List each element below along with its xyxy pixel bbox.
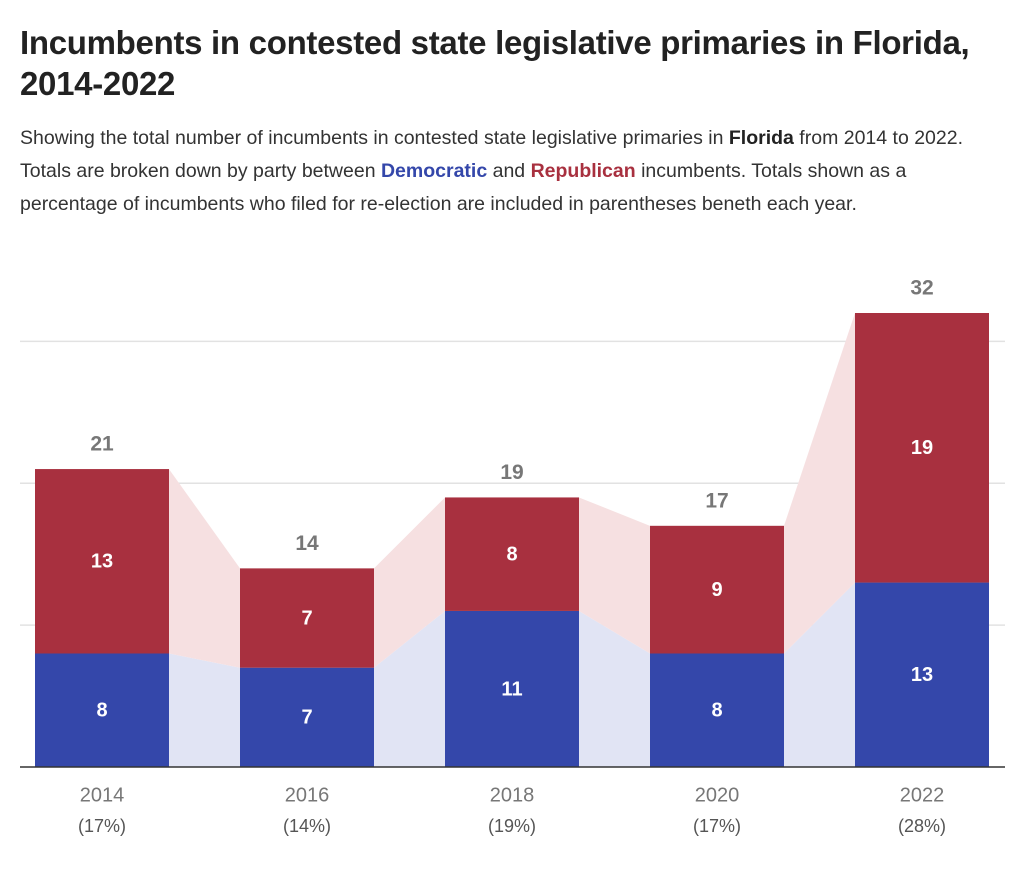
bar-value-label: 7: [301, 707, 312, 729]
connector-band: [784, 582, 855, 767]
chart-title: Incumbents in contested state legislativ…: [20, 24, 970, 102]
total-label: 32: [910, 277, 933, 300]
x-tick-note: (28%): [898, 816, 946, 836]
connector-band: [579, 497, 650, 654]
total-label: 19: [500, 461, 523, 484]
bar-segment: [35, 653, 169, 767]
connector-band: [169, 469, 240, 668]
bar-segment: [650, 653, 784, 767]
x-tick-label: 2018: [490, 784, 535, 806]
total-label: 17: [705, 489, 728, 512]
bar-value-label: 8: [711, 700, 722, 722]
bar-segment: [855, 582, 989, 767]
subtitle-state: Florida: [728, 127, 794, 149]
bar-segment: [650, 525, 784, 654]
connector-band: [579, 610, 650, 767]
bar-segment: [35, 469, 169, 654]
subtitle-text: from 2014 to 2022. Totals are broken dow…: [20, 127, 964, 182]
subtitle-text: Showing the total number of incumbents i…: [20, 127, 729, 149]
x-tick-label: 2014: [80, 784, 125, 806]
bar-value-label: 13: [91, 551, 113, 573]
legend-republican: Republican: [530, 160, 636, 182]
legend-democratic: Democratic: [380, 160, 488, 182]
subtitle-text: and: [487, 160, 531, 182]
bar-value-label: 8: [96, 700, 107, 722]
connector-band: [169, 653, 240, 767]
subtitle-text: incumbents. Totals shown as a percentage…: [20, 160, 907, 215]
x-tick-note: (14%): [283, 816, 331, 836]
bar-segment: [240, 667, 374, 767]
x-tick-label: 2022: [900, 784, 945, 806]
bar-value-label: 11: [501, 678, 522, 700]
bar-value-label: 19: [911, 437, 933, 459]
connector-band: [374, 497, 445, 668]
bar-segment: [855, 313, 989, 583]
connector-band: [374, 610, 445, 767]
x-tick-label: 2020: [695, 784, 740, 806]
bar-value-label: 7: [301, 607, 312, 629]
x-tick-note: (17%): [693, 816, 741, 836]
x-tick-note: (19%): [488, 816, 536, 836]
x-tick-note: (17%): [78, 816, 126, 836]
total-label: 21: [90, 433, 114, 456]
chart-subtitle: Showing the total number of incumbents i…: [20, 122, 980, 221]
total-label: 14: [295, 532, 319, 555]
bar-value-label: 13: [911, 664, 933, 686]
x-tick-label: 2016: [285, 784, 330, 806]
bar-value-label: 8: [506, 543, 517, 565]
connector-band: [784, 313, 855, 654]
bar-segment: [445, 497, 579, 611]
bar-segment: [240, 568, 374, 668]
bar-segment: [445, 610, 579, 767]
bar-value-label: 9: [711, 579, 722, 601]
